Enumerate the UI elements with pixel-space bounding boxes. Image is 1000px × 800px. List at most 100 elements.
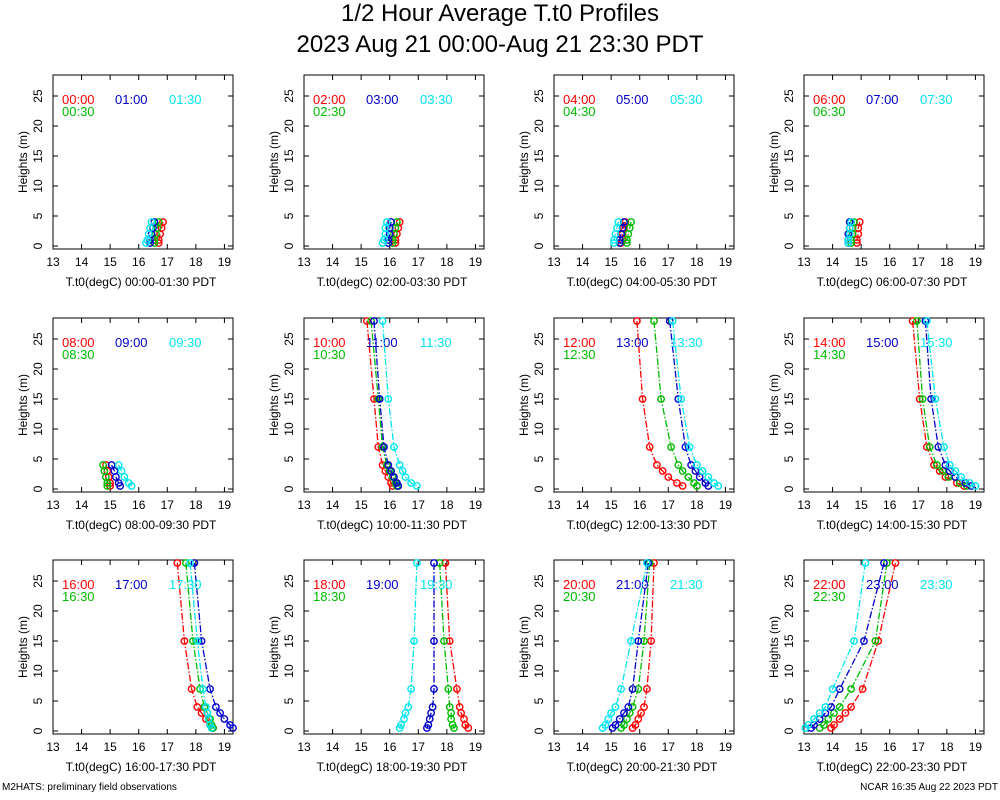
data-point xyxy=(197,637,206,645)
panel: 13 14 15 16 17 18 19 0 5 10 15 20 25 Heights (m) T.t0(… xyxy=(16,317,234,532)
data-point xyxy=(927,395,935,403)
y-tick-label: 0 xyxy=(532,727,546,734)
data-point xyxy=(384,236,393,244)
data-point xyxy=(628,703,637,711)
footer-note: M2HATS: preliminary field observations xyxy=(2,782,177,793)
data-point xyxy=(211,703,220,711)
x-tick-label: 13 xyxy=(297,498,311,512)
panel: 13 14 15 16 17 18 19 0 5 10 15 20 25 Heights (m) T.t0(… xyxy=(267,317,485,532)
data-point xyxy=(667,443,675,451)
panel: 13 14 15 16 17 18 19 0 5 10 15 20 25 Heights (m) T.t0(… xyxy=(517,74,735,289)
data-point xyxy=(394,482,403,490)
y-tick-label: 0 xyxy=(31,485,45,492)
legend-label: 13:30 xyxy=(670,335,703,350)
y-axis-label: Heights (m) xyxy=(267,131,281,193)
data-point xyxy=(610,236,618,244)
data-point xyxy=(378,239,387,247)
y-tick-label: 15 xyxy=(282,392,296,406)
series-line xyxy=(671,320,719,487)
data-point xyxy=(189,637,197,645)
y-tick-label: 20 xyxy=(282,362,296,376)
x-tick-label: 19 xyxy=(969,498,983,512)
x-tick-label: 15 xyxy=(604,498,618,512)
y-tick-label: 0 xyxy=(282,485,296,492)
x-tick-label: 13 xyxy=(46,255,60,269)
legend-label: 18:00 xyxy=(313,577,346,592)
y-tick-label: 10 xyxy=(532,179,546,193)
x-tick-label: 15 xyxy=(854,498,868,512)
data-point xyxy=(858,685,867,693)
data-point xyxy=(112,473,120,481)
legend-label: 09:30 xyxy=(169,335,202,350)
legend-label: 22:30 xyxy=(813,589,846,604)
y-tick-label: 5 xyxy=(532,697,546,704)
plot-frame xyxy=(52,559,234,735)
data-point xyxy=(844,236,853,244)
data-point xyxy=(835,685,844,693)
legend-label: 12:30 xyxy=(563,347,596,362)
y-tick-label: 10 xyxy=(782,664,796,678)
data-point xyxy=(395,724,404,732)
x-axis-label: T.t0(degC) 12:00-13:30 PDT xyxy=(567,518,718,532)
data-point xyxy=(390,473,398,481)
y-tick-label: 5 xyxy=(532,212,546,219)
y-tick-label: 25 xyxy=(532,574,546,588)
y-tick-label: 5 xyxy=(282,212,296,219)
data-point xyxy=(378,317,387,325)
chart-title: 1/2 Hour Average T.t0 Profiles xyxy=(341,0,659,27)
x-tick-label: 15 xyxy=(103,740,117,754)
data-point xyxy=(815,709,824,717)
legend-label: 08:30 xyxy=(62,347,95,362)
y-axis-label: Heights (m) xyxy=(517,374,531,436)
x-tick-label: 19 xyxy=(469,255,483,269)
y-tick-label: 15 xyxy=(31,634,45,648)
data-point xyxy=(452,685,461,693)
x-tick-label: 13 xyxy=(46,740,60,754)
data-point xyxy=(615,239,624,247)
panel: 13 14 15 16 17 18 19 0 5 10 15 20 25 Heights (m) T.t0(… xyxy=(16,559,237,774)
data-point xyxy=(375,395,384,403)
data-point xyxy=(412,559,421,567)
x-tick-label: 16 xyxy=(132,740,146,754)
legend-label: 03:30 xyxy=(420,92,453,107)
y-axis-label: Heights (m) xyxy=(517,131,531,193)
data-point xyxy=(120,473,129,481)
x-tick-label: 15 xyxy=(103,255,117,269)
plot-frame xyxy=(553,74,735,250)
y-tick-label: 25 xyxy=(782,332,796,346)
x-tick-label: 15 xyxy=(354,255,368,269)
series-line xyxy=(193,562,234,729)
series-line xyxy=(619,221,625,243)
y-tick-label: 10 xyxy=(532,664,546,678)
x-tick-label: 13 xyxy=(547,255,561,269)
data-point xyxy=(440,637,448,645)
series-line xyxy=(856,221,861,243)
y-tick-label: 10 xyxy=(282,664,296,678)
legend-label: 16:00 xyxy=(62,577,95,592)
data-point xyxy=(880,559,888,567)
y-axis-label: Heights (m) xyxy=(16,131,30,193)
x-tick-label: 14 xyxy=(75,255,89,269)
plot-frame xyxy=(52,74,234,250)
y-tick-label: 15 xyxy=(282,634,296,648)
legend-label: 19:30 xyxy=(420,577,453,592)
legend-label: 06:30 xyxy=(813,104,846,119)
data-point xyxy=(945,461,954,469)
y-tick-label: 25 xyxy=(31,89,45,103)
data-point xyxy=(103,479,112,487)
series-line xyxy=(382,221,388,244)
y-tick-label: 15 xyxy=(532,392,546,406)
series-line xyxy=(613,221,619,243)
x-tick-label: 18 xyxy=(940,255,954,269)
y-tick-label: 15 xyxy=(31,149,45,163)
x-tick-label: 19 xyxy=(218,740,232,754)
panel: 13 14 15 16 17 18 19 0 5 10 15 20 25 Heights (m) T.t0(… xyxy=(517,559,735,774)
data-point xyxy=(398,467,407,475)
x-tick-label: 14 xyxy=(826,498,840,512)
series-line xyxy=(916,320,968,487)
data-point xyxy=(604,715,613,723)
legend-label: 19:00 xyxy=(366,577,399,592)
x-axis-label: T.t0(degC) 20:00-21:30 PDT xyxy=(567,760,718,774)
series-line xyxy=(370,320,398,487)
x-axis-label: T.t0(degC) 02:00-03:30 PDT xyxy=(317,275,468,289)
